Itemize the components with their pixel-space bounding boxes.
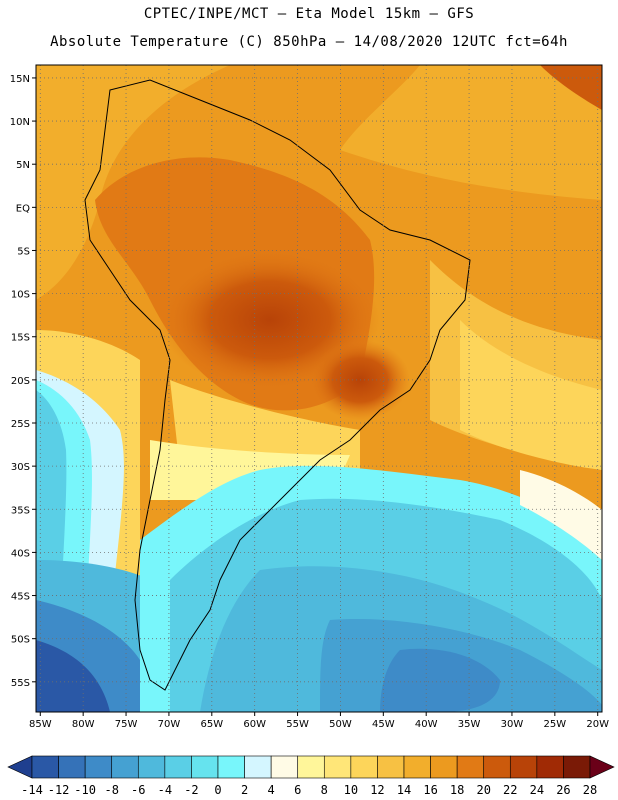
chart-title: CPTEC/INPE/MCT – Eta Model 15km – GFS (143, 6, 475, 22)
legend-swatch (377, 755, 405, 779)
legend-arrow-low (7, 755, 33, 779)
legend-label: 26 (556, 783, 570, 797)
lat-label: 40S (11, 548, 30, 559)
legend-label: 24 (530, 783, 544, 797)
lat-label: 15S (11, 333, 30, 344)
legend-swatch (509, 755, 538, 779)
legend-label: 22 (503, 783, 517, 797)
lat-label: 10N (10, 117, 30, 128)
legend-swatch (350, 755, 378, 779)
lat-label: EQ (16, 203, 30, 214)
legend-label: 28 (583, 783, 597, 797)
lon-label: 45W (372, 719, 395, 730)
lat-label: 35S (11, 505, 30, 516)
legend-label: 20 (476, 783, 490, 797)
map-frame (35, 64, 603, 713)
lat-label: 10S (11, 290, 30, 301)
legend-swatch (31, 755, 59, 779)
temperature-field (36, 65, 602, 712)
lat-label: 5N (16, 160, 30, 171)
lon-label: 50W (329, 719, 352, 730)
temperature-map: 15N 10N 5N EQ 5S 10S 15S 20S 25S 30S 35S 40S 45S 50S 5… (10, 64, 609, 730)
legend-label: 10 (344, 783, 358, 797)
latitude-labels: 15N 10N 5N EQ 5S 10S 15S 20S 25S 30S 35S 40S 45S 50S 5… (10, 74, 30, 689)
legend-swatch (191, 755, 219, 779)
legend-label: 16 (423, 783, 437, 797)
legend-label: 8 (321, 783, 328, 797)
lon-label: 75W (115, 719, 138, 730)
lat-label: 45S (11, 592, 30, 603)
legend-label: 18 (450, 783, 464, 797)
lon-label: 20W (586, 719, 609, 730)
legend-swatch (270, 755, 299, 779)
lat-label: 5S (17, 246, 30, 257)
legend-swatch (456, 755, 485, 779)
legend-swatch (84, 755, 113, 779)
legend-swatch (483, 755, 511, 779)
legend-swatch (536, 755, 564, 779)
lon-label: 30W (501, 719, 524, 730)
legend-arrow-high (589, 755, 615, 779)
lon-label: 40W (415, 719, 438, 730)
legend-swatch (164, 755, 192, 779)
legend-swatch (323, 755, 352, 779)
legend-label: 6 (294, 783, 301, 797)
legend-label: -10 (74, 783, 96, 797)
legend-swatch (403, 755, 431, 779)
lon-label: 25W (544, 719, 567, 730)
legend-label: 12 (370, 783, 384, 797)
legend-swatch (137, 755, 166, 779)
legend-label: -12 (48, 783, 70, 797)
legend-label: -6 (131, 783, 145, 797)
lat-label: 20S (11, 376, 30, 387)
legend-swatch (58, 755, 86, 779)
chart-subtitle: Absolute Temperature (C) 850hPa – 14/08/… (50, 34, 568, 50)
legend-swatch (563, 755, 591, 779)
lon-label: 70W (158, 719, 181, 730)
legend-label: 4 (268, 783, 275, 797)
lon-label: 35W (458, 719, 481, 730)
lat-label: 25S (11, 419, 30, 430)
legend-swatch (297, 755, 325, 779)
lat-label: 30S (11, 462, 30, 473)
lon-label: 85W (29, 719, 52, 730)
legend-swatch (244, 755, 272, 779)
legend-label: -14 (21, 783, 43, 797)
lat-label: 50S (11, 635, 30, 646)
legend-label: 2 (241, 783, 248, 797)
longitude-labels: 85W 80W 75W 70W 65W 60W 55W 50W 45W 40W 35W 30W 25W 2… (29, 719, 609, 730)
legend-label: 0 (214, 783, 221, 797)
coastline-outline (84, 79, 471, 691)
legend-swatch (217, 755, 245, 779)
legend-label: -2 (184, 783, 198, 797)
legend-swatch (111, 755, 139, 779)
lon-label: 55W (286, 719, 309, 730)
legend-label: 14 (397, 783, 411, 797)
lat-label: 15N (10, 74, 30, 85)
lon-label: 80W (72, 719, 95, 730)
lat-label: 55S (11, 678, 30, 689)
legend-label: -4 (158, 783, 172, 797)
lon-label: 65W (200, 719, 223, 730)
legend-label: -8 (104, 783, 118, 797)
lat-lon-grid (32, 65, 602, 716)
legend-swatch (430, 755, 458, 779)
color-legend: -14 -12 -10 -8 -6 -4 -2 0 2 4 6 8 10 12 14 16 18 20 22 24 26… (7, 755, 615, 797)
lon-label: 60W (243, 719, 266, 730)
